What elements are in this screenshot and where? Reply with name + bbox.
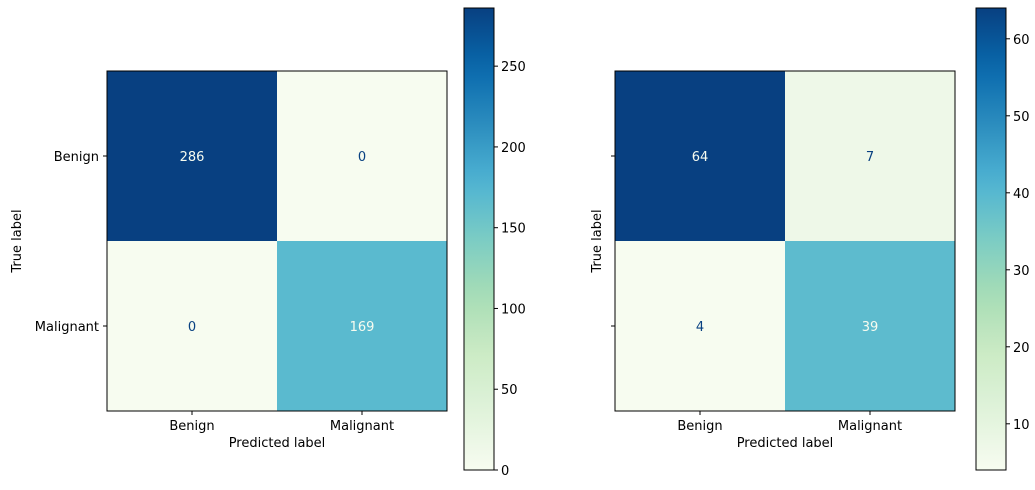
- heatmap-cell: [107, 241, 277, 411]
- heatmap-cell: [615, 71, 785, 241]
- cell-value-label: 7: [866, 150, 874, 165]
- cell-value-label: 169: [350, 320, 375, 335]
- y-tick-label: Benign: [54, 150, 99, 165]
- colorbar-tick-label: 20: [1013, 341, 1030, 356]
- cell-value-label: 4: [696, 320, 704, 335]
- y-tick-label: Malignant: [35, 320, 99, 335]
- colorbar-tick-label: 60: [1013, 33, 1030, 48]
- y-axis-label: True label: [10, 209, 25, 273]
- x-axis-label: Predicted label: [737, 436, 834, 451]
- colorbar-2: 10 20 30 40 50 60: [975, 7, 1030, 471]
- colorbar-tick-label: 100: [501, 302, 526, 317]
- heatmap-cell: [107, 71, 277, 241]
- heatmap-cell: [277, 71, 447, 241]
- cell-value-label: 39: [862, 320, 879, 335]
- cell-value-label: 0: [188, 320, 196, 335]
- axes-frame: [614, 70, 956, 412]
- colorbar-tick-label: 50: [501, 383, 518, 398]
- colorbar-tick-label: 150: [501, 222, 526, 237]
- confusion-matrix-1: 286 0 0 169 Benign Malignant Benign Malignant Pr…: [10, 70, 448, 451]
- colorbar-tick-label: 50: [1013, 110, 1030, 125]
- colorbar-tick-label: 250: [501, 60, 526, 75]
- colorbar-1: 0 50 100 150 200 250: [463, 7, 526, 479]
- x-tick-label: Malignant: [330, 419, 394, 434]
- cell-value-label: 286: [180, 150, 205, 165]
- colorbar-tick-label: 0: [501, 464, 509, 479]
- colorbar-gradient: [463, 7, 495, 471]
- colorbar-tick-label: 10: [1013, 418, 1030, 433]
- colorbar-gradient: [975, 7, 1007, 471]
- confusion-matrix-2: 64 7 4 39 Benign Malignant Predicted label True…: [590, 70, 956, 451]
- heatmap-cell: [615, 241, 785, 411]
- x-tick-label: Benign: [169, 419, 214, 434]
- colorbar-tick-label: 40: [1013, 187, 1030, 202]
- colorbar-tick-label: 30: [1013, 264, 1030, 279]
- cell-value-label: 64: [692, 150, 709, 165]
- x-axis-label: Predicted label: [229, 436, 326, 451]
- heatmap-cell: [785, 71, 955, 241]
- x-tick-label: Malignant: [838, 419, 902, 434]
- cell-value-label: 0: [358, 150, 366, 165]
- axes-frame: [106, 70, 448, 412]
- y-axis-label: True label: [590, 209, 605, 273]
- heatmap-cell: [785, 241, 955, 411]
- heatmap-cell: [277, 241, 447, 411]
- colorbar-tick-label: 200: [501, 141, 526, 156]
- x-tick-label: Benign: [677, 419, 722, 434]
